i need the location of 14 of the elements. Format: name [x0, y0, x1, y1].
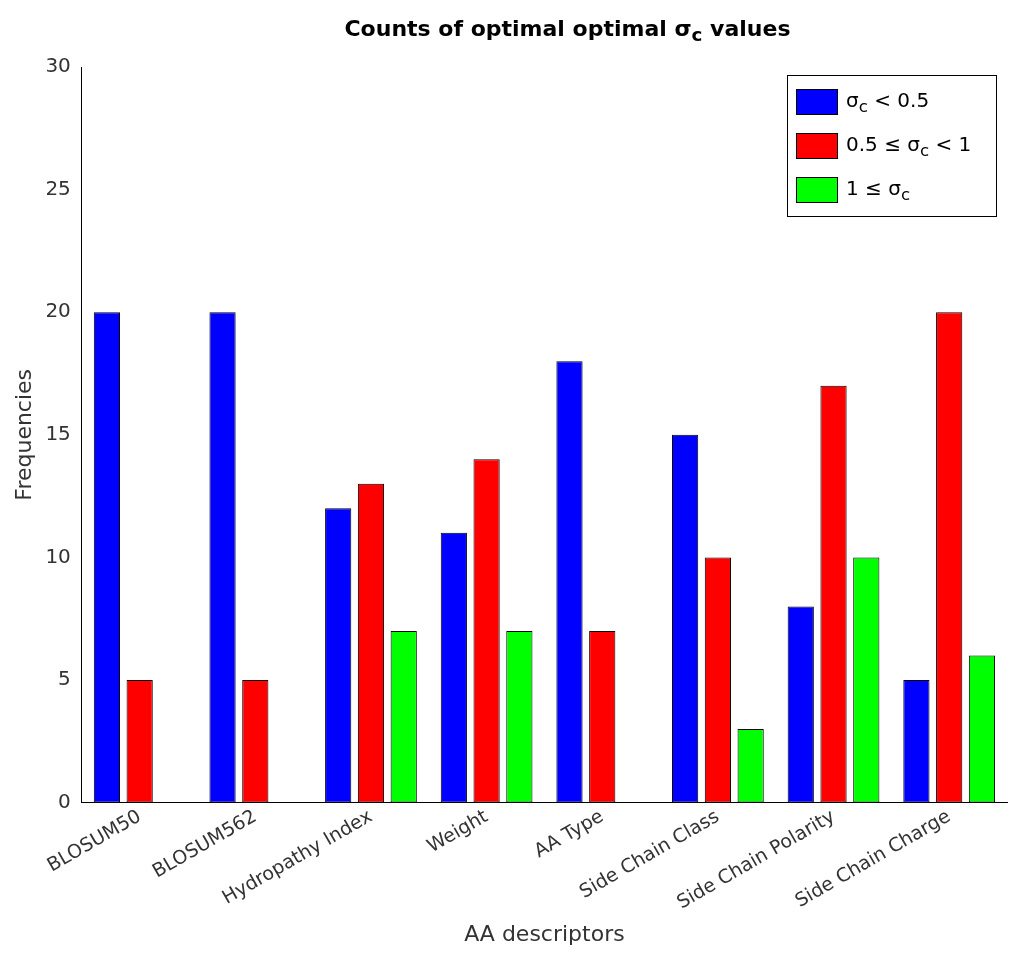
y-axis-title: Frequencies — [10, 368, 36, 501]
chart-title: Counts of optimal optimal σ$_{c}$ values — [343, 15, 792, 48]
x-axis-title: AA descriptors — [464, 920, 625, 946]
y-tick-label: 15 — [45, 420, 71, 445]
y-tick-label: 5 — [58, 666, 71, 691]
x-tick-label: AA Type — [529, 804, 607, 862]
y-tick-label: 0 — [58, 788, 71, 813]
legend-label: 1 ≤ σ$_{c}$ — [846, 176, 911, 204]
y-tick-label: 20 — [45, 298, 71, 323]
y-tick-label: 30 — [45, 53, 71, 78]
legend-label: σ$_{c}$ < 0.5 — [846, 88, 930, 116]
y-tick-label: 10 — [45, 543, 71, 568]
y-tick-label: 25 — [45, 175, 71, 200]
legend-label: 0.5 ≤ σ$_{c}$ < 1 — [846, 132, 972, 160]
